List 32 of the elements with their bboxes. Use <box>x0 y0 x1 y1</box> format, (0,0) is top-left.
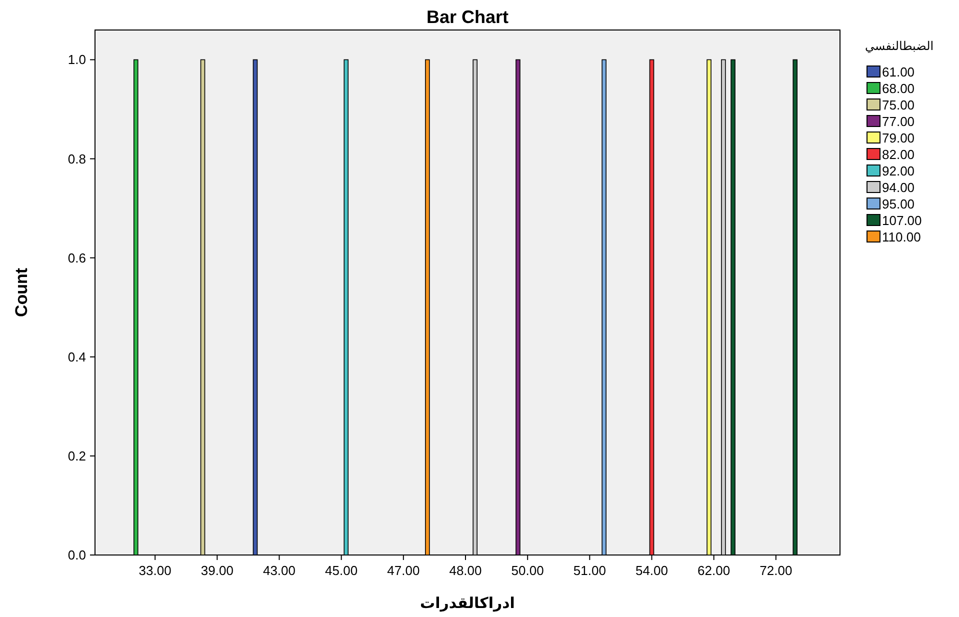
x-tick-label: 54.00 <box>635 563 668 578</box>
chart-title: Bar Chart <box>426 7 509 27</box>
y-tick-label: 0.0 <box>68 548 86 562</box>
legend-label: 94.00 <box>882 180 915 195</box>
legend-label: 95.00 <box>882 196 915 212</box>
y-tick-label: 1.0 <box>68 52 86 68</box>
legend-label: 107.00 <box>882 213 922 228</box>
x-tick-label: 62.00 <box>698 563 730 578</box>
x-tick-label: 45.00 <box>325 563 358 578</box>
y-tick-label: 0.4 <box>68 349 86 364</box>
x-tick-label: 50.00 <box>511 563 544 578</box>
x-tick-label: 33.00 <box>138 563 172 578</box>
y-tick-label: 0.6 <box>68 250 86 266</box>
legend-label: 110.00 <box>882 230 921 244</box>
x-tick-label: 39.00 <box>200 563 234 578</box>
y-tick-label: 0.8 <box>68 151 86 166</box>
legend-title: الضبطالنفسي <box>865 39 934 53</box>
x-tick-label: 43.00 <box>262 563 296 578</box>
y-tick-label: 0.2 <box>68 448 86 464</box>
legend-label: 75.00 <box>882 98 915 112</box>
legend-label: 68.00 <box>882 81 915 96</box>
legend-label: 61.00 <box>882 64 915 80</box>
x-tick-label: 72.00 <box>760 563 792 578</box>
x-tick-label: 51.00 <box>573 563 606 578</box>
legend-label: 79.00 <box>882 130 915 146</box>
x-axis-title: ادراكالقدرات <box>420 595 515 612</box>
legend-label: 82.00 <box>882 147 915 162</box>
y-axis-title: Count <box>12 268 31 318</box>
x-tick-label: 48.00 <box>449 563 482 578</box>
legend-label: 77.00 <box>882 114 915 129</box>
x-tick-label: 47.00 <box>387 563 420 578</box>
legend-label: 92.00 <box>882 164 915 178</box>
